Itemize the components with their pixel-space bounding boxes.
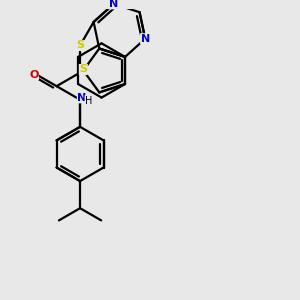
Text: N: N <box>141 34 150 44</box>
Text: N: N <box>109 0 119 9</box>
Text: H: H <box>85 96 92 106</box>
Text: N: N <box>77 93 87 103</box>
Text: S: S <box>76 40 84 50</box>
Text: S: S <box>79 64 87 74</box>
Text: O: O <box>29 70 38 80</box>
